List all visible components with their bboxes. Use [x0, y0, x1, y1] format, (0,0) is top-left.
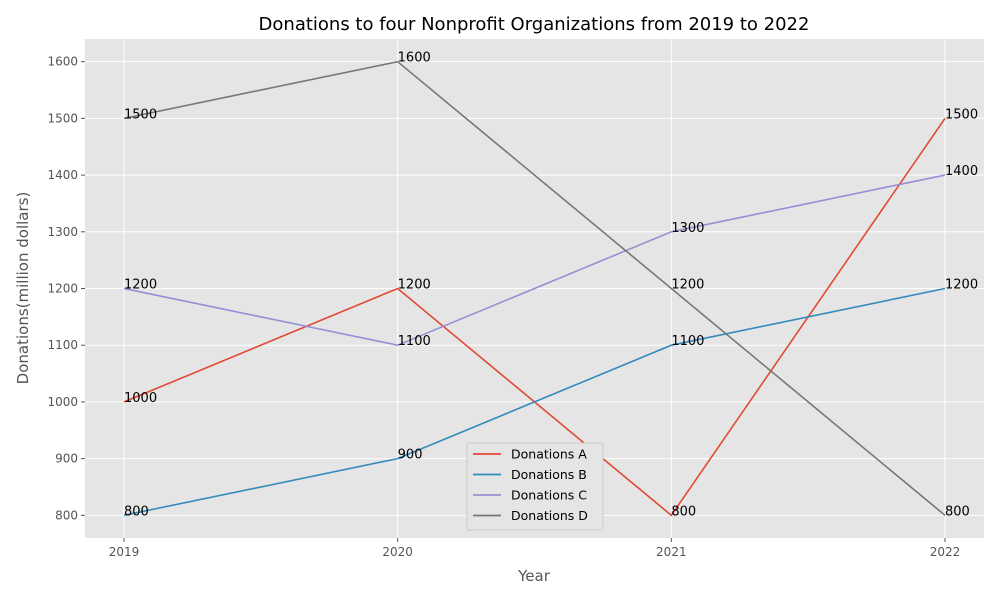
data-label: 1600	[398, 51, 431, 66]
legend: Donations A Donations B Donations C Donatio…	[467, 443, 603, 530]
data-label: 1400	[945, 164, 978, 179]
y-tick-label: 900	[55, 452, 78, 466]
data-label: 800	[945, 504, 970, 519]
y-tick-label: 1500	[47, 111, 78, 125]
y-axis-label: Donations(million dollars)	[14, 192, 32, 385]
data-label: 1000	[124, 391, 157, 406]
x-tick-label: 2020	[382, 545, 413, 559]
chart-title: Donations to four Nonprofit Organization…	[259, 14, 810, 35]
x-axis-label: Year	[517, 567, 551, 585]
data-label: 800	[671, 504, 696, 519]
legend-entry-label: Donations D	[511, 508, 588, 523]
data-label: 1500	[124, 107, 157, 122]
data-label: 1100	[671, 334, 704, 349]
x-tick-label: 2021	[656, 545, 687, 559]
data-label: 1200	[945, 278, 978, 293]
data-label: 1500	[945, 107, 978, 122]
data-label: 900	[398, 448, 423, 463]
y-tick-label: 800	[55, 508, 78, 522]
legend-entry-label: Donations A	[511, 447, 587, 462]
data-label: 1200	[124, 278, 157, 293]
x-tick-label: 2019	[109, 545, 140, 559]
data-label: 1200	[671, 278, 704, 293]
data-label: 1100	[398, 334, 431, 349]
y-tick-label: 1000	[47, 395, 78, 409]
legend-entry-label: Donations C	[511, 488, 587, 503]
data-label: 1300	[671, 221, 704, 236]
y-tick-label: 1600	[47, 55, 78, 69]
y-tick-label: 1100	[47, 338, 78, 352]
x-tick-label: 2022	[930, 545, 961, 559]
data-label: 800	[124, 504, 149, 519]
y-tick-label: 1400	[47, 168, 78, 182]
legend-entry-label: Donations B	[511, 467, 587, 482]
data-label: 1200	[398, 278, 431, 293]
y-tick-label: 1200	[47, 282, 78, 296]
y-tick-label: 1300	[47, 225, 78, 239]
